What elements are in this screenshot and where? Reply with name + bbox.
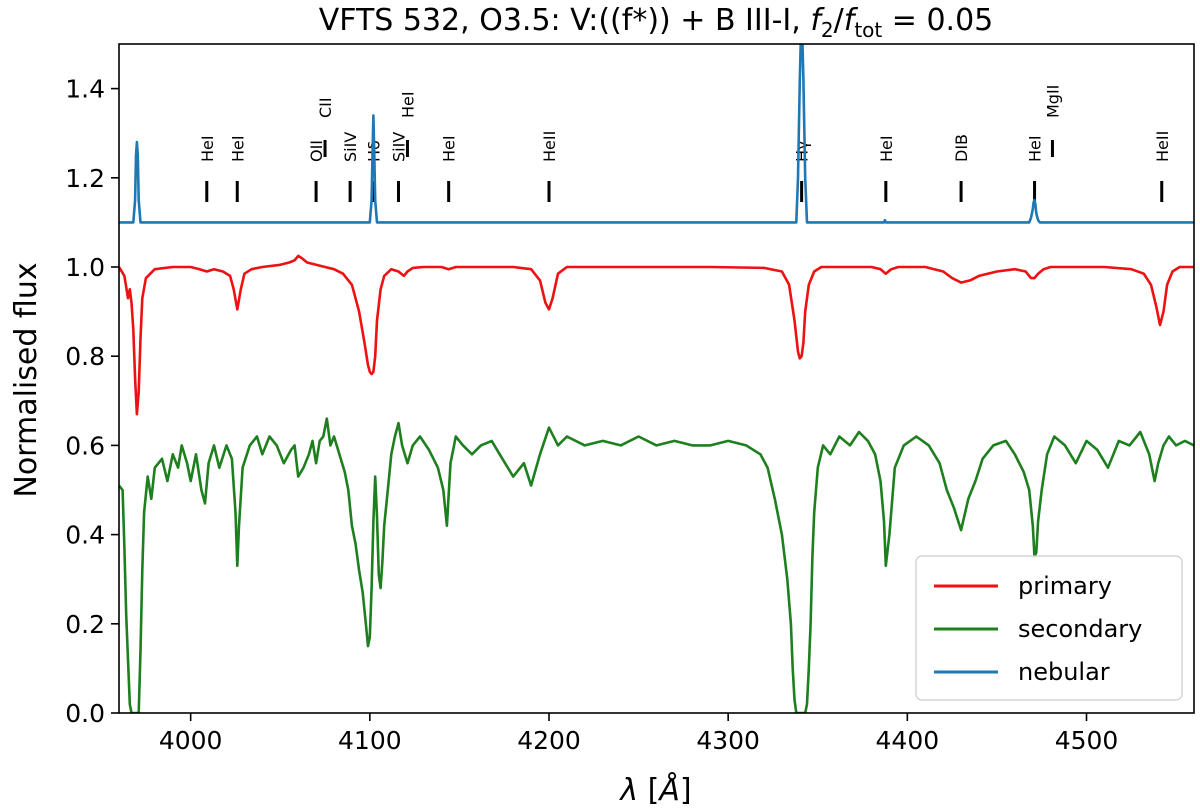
x-tick-label: 4300 [696,726,760,755]
legend: primary secondary nebular [915,555,1183,701]
legend-box [915,555,1183,701]
series-secondary-line [119,417,1194,713]
y-tick-label: 1.0 [65,253,105,282]
legend-label-nebular: nebular [1018,658,1110,686]
title-slash: / [834,3,845,38]
line-id-label: HeI [198,135,217,162]
spectrum-series [119,44,1194,713]
chart-title: VFTS 532, O3.5: V:((f*)) + B III-I, f2/f… [319,3,994,42]
x-tick-label: 4400 [876,726,940,755]
line-id-label: MgII [1043,85,1062,118]
line-id-label: Hγ [793,141,812,163]
x-tick-label: 4500 [1055,726,1119,755]
y-tick-label: 0.2 [65,610,105,639]
line-id-label: HeII [1153,131,1172,162]
line-id-label: HeI [228,135,247,162]
y-tick-label: 0.4 [65,521,105,550]
series-primary-line [119,254,1194,416]
line-id-label: HeI [440,135,459,162]
series-nebular-line [119,44,1194,224]
x-tick-label: 4100 [338,726,402,755]
line-id-label: CII [316,97,335,118]
x-label-open: [ [638,773,659,808]
plot-frame [118,43,1195,714]
x-label-close: ] [680,773,692,808]
line-id-label: HeI [398,91,417,118]
y-axis-label: Normalised flux [9,262,44,497]
line-id-label: HeI [1026,135,1045,162]
title-value: = 0.05 [882,3,993,38]
y-tick-label: 0.6 [65,431,105,460]
x-axis: 4000 4100 4200 4300 4400 4500 [159,713,1118,755]
x-tick-label: 4000 [159,726,223,755]
line-id-label: HeI [877,135,896,162]
y-tick-label: 0.0 [65,699,105,728]
y-tick-label: 0.8 [65,342,105,371]
y-tick-label: 1.2 [65,164,105,193]
y-tick-label: 1.4 [65,75,105,104]
line-id-label: HeII [540,131,559,162]
x-tick-label: 4200 [517,726,581,755]
line-id-label: SiIV [341,132,360,162]
title-f2-sub: 2 [821,18,834,42]
x-axis-label: λ [Å] [618,772,691,808]
line-id-label: OII [307,140,326,162]
y-axis: 0.0 0.2 0.4 0.6 0.8 1.0 1.2 1.4 [65,75,119,728]
line-id-label: SiIV [390,132,409,162]
title-main: VFTS 532, O3.5: V:((f*)) + B III-I, [319,3,811,38]
legend-label-secondary: secondary [1018,615,1142,643]
x-label-unit: Å [657,772,680,808]
legend-label-primary: primary [1018,572,1112,600]
line-id-label: DIB [952,134,971,162]
title-ftot-sub: tot [854,18,882,42]
x-label-lambda: λ [618,773,638,808]
